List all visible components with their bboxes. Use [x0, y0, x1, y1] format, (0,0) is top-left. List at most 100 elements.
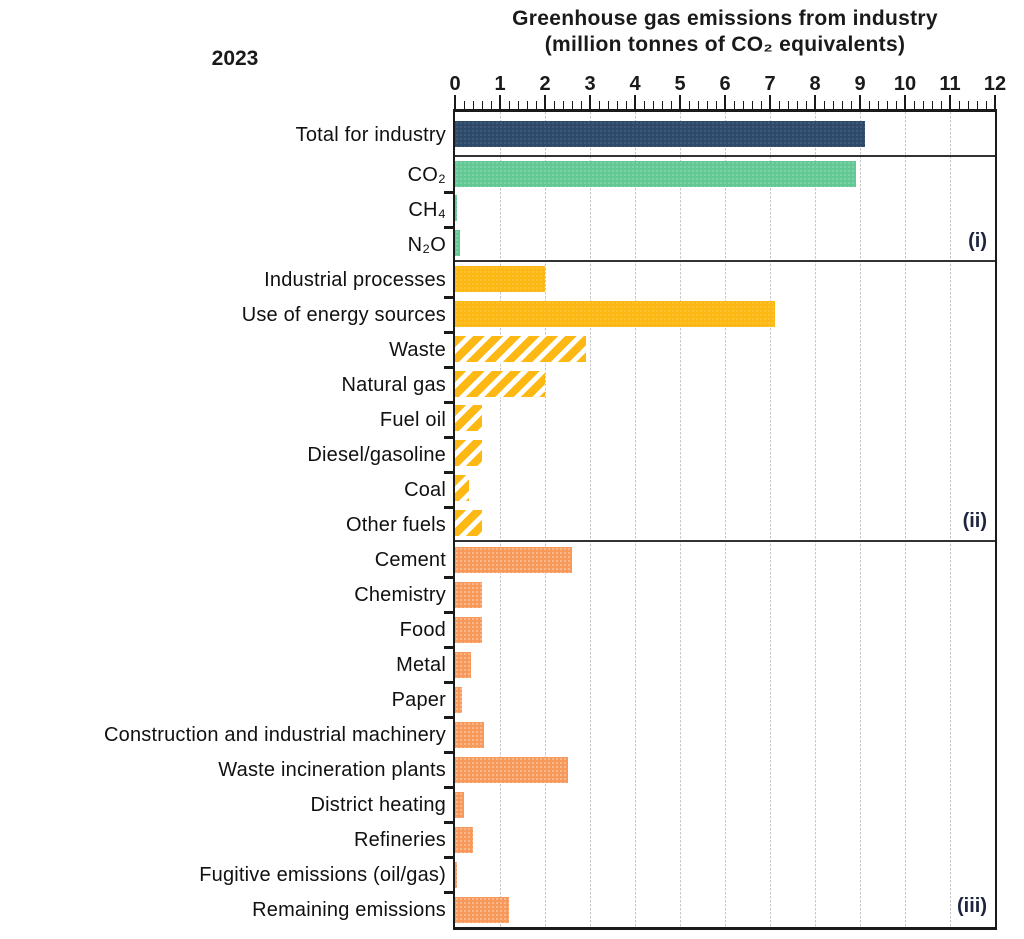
x-axis-minor-tick [697, 101, 699, 109]
bar-by-source-5 [455, 440, 482, 467]
gridline [769, 112, 771, 927]
bar-row [455, 505, 995, 540]
bar-by-branch-6 [455, 756, 568, 783]
category-label: Coal [404, 478, 446, 501]
bar-row [455, 226, 995, 260]
x-axis-minor-tick [535, 101, 537, 109]
bar-by-branch-8 [455, 826, 473, 853]
category-label: Diesel/gasoline [307, 443, 446, 466]
x-axis-minor-tick [598, 101, 600, 109]
x-axis-minor-tick [886, 101, 888, 109]
gridline [814, 112, 816, 927]
x-axis-major-tick [904, 95, 906, 109]
x-axis-minor-tick [616, 101, 618, 109]
category-label: Construction and industrial machinery [103, 723, 446, 746]
section-marker-by-source: (ii) [962, 510, 987, 532]
bar-row [455, 366, 995, 401]
y-axis-tick [444, 470, 453, 474]
gridline [679, 112, 681, 927]
gridline [859, 112, 861, 927]
y-axis-tick [444, 435, 453, 439]
gridline [544, 112, 546, 927]
category-label: Industrial processes [264, 268, 446, 291]
category-label: Use of energy sources [241, 303, 446, 326]
gridline [589, 112, 591, 927]
x-axis-tick-label: 3 [584, 73, 596, 95]
x-axis-minor-tick [805, 101, 807, 109]
x-axis-minor-tick [553, 101, 555, 109]
y-axis-tick [444, 785, 453, 789]
x-axis-major-tick [499, 95, 501, 109]
y-axis-tick [444, 820, 453, 824]
x-axis-tick-label: 7 [764, 73, 776, 95]
x-axis-minor-tick [796, 101, 798, 109]
category-label: Fuel oil [379, 408, 446, 431]
x-axis-minor-tick [652, 101, 654, 109]
chart-title: Greenhouse gas emissions from industry (… [440, 6, 1010, 58]
bar-by-branch-1 [455, 581, 482, 608]
x-axis-minor-tick [751, 101, 753, 109]
category-label: Metal [396, 653, 446, 676]
category-label: District heating [310, 793, 446, 816]
x-axis-minor-tick [643, 101, 645, 109]
x-axis-tick-label: 4 [629, 73, 641, 95]
bar-by-branch-2 [455, 616, 482, 643]
gridline [724, 112, 726, 927]
category-label: Total for industry [295, 123, 446, 146]
section-marker-by-branch: (iii) [957, 895, 987, 917]
x-axis-minor-tick [841, 101, 843, 109]
chart-section-by-branch [455, 542, 995, 927]
bar-row [455, 542, 995, 577]
gridline [499, 112, 501, 927]
bar-by-source-6 [455, 474, 469, 501]
x-axis-minor-tick [913, 101, 915, 109]
bar-total-0 [455, 120, 865, 147]
plot-area: (i) (ii) (iii) [453, 109, 997, 930]
x-axis-minor-tick [868, 101, 870, 109]
bar-sections [455, 112, 995, 927]
x-axis-major-tick [454, 95, 456, 109]
x-axis-minor-tick [832, 101, 834, 109]
x-axis-minor-tick [760, 101, 762, 109]
bar-row [455, 297, 995, 332]
section-marker-by-gas: (i) [968, 230, 987, 252]
category-label: Paper [391, 688, 446, 711]
category-label: Waste incineration plants [218, 758, 446, 781]
y-axis-tick [444, 680, 453, 684]
bar-by-branch-3 [455, 651, 471, 678]
x-axis-minor-tick [940, 101, 942, 109]
x-axis-minor-tick [922, 101, 924, 109]
x-axis-minor-tick [490, 101, 492, 109]
gridline [634, 112, 636, 927]
x-axis-minor-tick [706, 101, 708, 109]
bar-row [455, 682, 995, 717]
x-axis-tick-label: 12 [983, 73, 1007, 95]
category-label: Fugitive emissions (oil/gas) [199, 863, 446, 886]
x-axis-tick-label: 6 [719, 73, 731, 95]
chart-section-by-gas [455, 157, 995, 262]
chart-title-line2: (million tonnes of CO₂ equivalents) [544, 33, 906, 56]
bar-by-source-2 [455, 335, 586, 362]
x-axis-minor-tick [931, 101, 933, 109]
bar-row [455, 401, 995, 436]
bar-by-source-1 [455, 301, 775, 328]
bar-by-source-0 [455, 266, 545, 293]
x-axis-minor-tick [715, 101, 717, 109]
x-axis-minor-tick [778, 101, 780, 109]
year-label: 2023 [211, 47, 259, 70]
y-axis-tick [444, 225, 453, 229]
category-label: CO₂ [407, 163, 446, 186]
x-axis-minor-tick [688, 101, 690, 109]
bar-row [455, 262, 995, 297]
bar-row [455, 436, 995, 471]
x-axis-tick-label: 5 [674, 73, 686, 95]
x-axis-major-tick [769, 95, 771, 109]
bar-by-branch-0 [455, 546, 572, 573]
y-axis-tick [444, 750, 453, 754]
x-axis-minor-tick [958, 101, 960, 109]
y-axis-tick [444, 890, 453, 894]
x-axis-minor-tick [670, 101, 672, 109]
y-axis-tick [444, 190, 453, 194]
gridline [904, 112, 906, 927]
bar-row [455, 857, 995, 892]
